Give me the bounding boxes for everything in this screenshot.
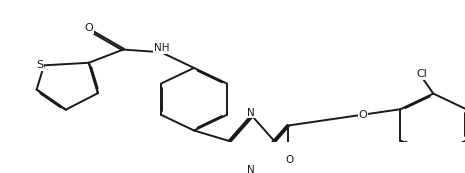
Text: N: N [247, 108, 255, 118]
Text: N: N [247, 165, 255, 173]
Text: NH: NH [154, 43, 170, 53]
Text: S: S [36, 60, 44, 70]
Text: O: O [286, 155, 294, 165]
Text: Cl: Cl [417, 69, 427, 79]
Text: O: O [85, 23, 93, 33]
Text: O: O [359, 110, 367, 120]
